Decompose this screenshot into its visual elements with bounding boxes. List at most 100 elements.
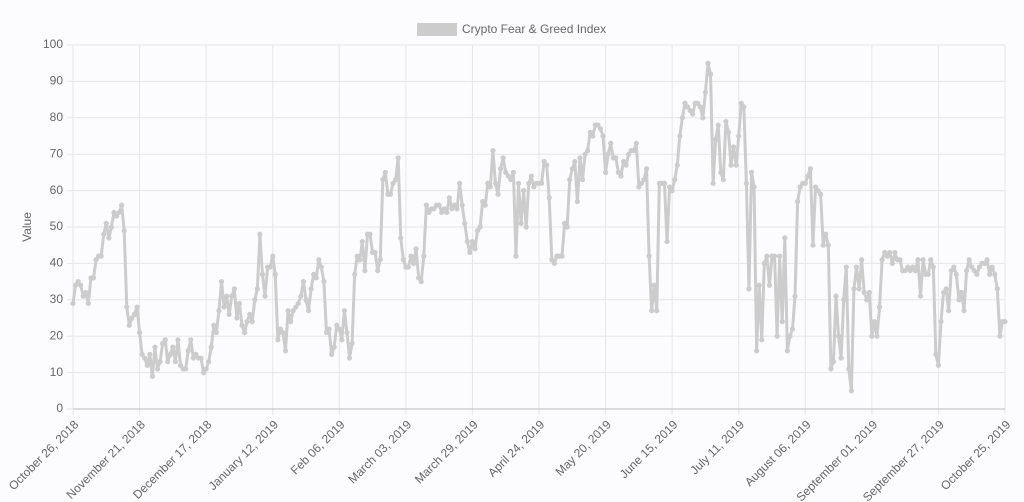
data-point [395, 155, 401, 161]
data-point [252, 297, 258, 303]
data-point [139, 351, 145, 357]
data-point [436, 202, 442, 208]
data-point [505, 173, 511, 179]
data-point [131, 311, 138, 317]
data-point [754, 348, 760, 354]
data-point [567, 177, 573, 183]
data-point [815, 188, 821, 194]
data-point [631, 147, 637, 154]
data-point [766, 282, 773, 288]
data-point [838, 355, 844, 361]
data-point [830, 359, 837, 365]
data-point [697, 104, 703, 110]
data-point [503, 169, 509, 175]
data-point [119, 202, 125, 208]
data-point [820, 242, 826, 248]
data-point [259, 271, 266, 277]
data-point [349, 340, 355, 347]
data-point [313, 275, 319, 281]
legend-swatch[interactable] [417, 23, 457, 36]
data-point [485, 180, 491, 186]
data-point [500, 155, 506, 161]
data-point [162, 337, 168, 343]
data-point [976, 264, 982, 270]
data-point [736, 133, 742, 139]
data-point [981, 260, 988, 266]
data-point [375, 268, 381, 274]
data-point [943, 286, 949, 292]
data-point [216, 308, 222, 314]
data-point [136, 329, 143, 336]
data-point [902, 268, 908, 274]
data-point [562, 220, 568, 226]
legend-label[interactable]: Crypto Fear & Greed Index [462, 22, 606, 36]
data-point [953, 271, 959, 277]
data-point [879, 257, 885, 263]
data-point [344, 329, 350, 336]
data-point [513, 253, 519, 259]
data-point [713, 137, 719, 143]
data-point [738, 100, 744, 106]
data-point [157, 359, 163, 365]
data-point [792, 293, 798, 299]
data-point [613, 155, 619, 161]
data-point [948, 268, 954, 274]
data-point [579, 177, 586, 183]
data-point [700, 115, 706, 121]
data-point [620, 158, 627, 165]
data-point [777, 253, 783, 259]
data-point [331, 344, 337, 350]
data-point [574, 198, 581, 205]
data-point [771, 253, 778, 259]
data-point [912, 268, 918, 274]
data-point [549, 257, 555, 263]
data-point [469, 238, 476, 245]
data-point [352, 271, 358, 277]
data-point [884, 253, 890, 259]
data-point [853, 264, 860, 270]
data-point [285, 308, 291, 314]
data-point [605, 151, 611, 157]
data-point [515, 180, 522, 186]
y-tick-label: 50 [50, 219, 64, 233]
data-point [684, 104, 691, 110]
data-point [833, 293, 839, 299]
data-point [165, 359, 171, 365]
data-point [213, 329, 219, 336]
data-point [984, 257, 990, 263]
data-point [523, 224, 529, 230]
data-point [577, 155, 583, 161]
data-point [254, 286, 260, 292]
data-point [669, 188, 675, 194]
data-point [969, 264, 975, 270]
data-point [933, 351, 939, 357]
data-point [206, 359, 212, 365]
data-point [802, 180, 808, 186]
data-point [638, 180, 645, 186]
data-point [188, 337, 194, 343]
data-point [341, 308, 348, 314]
data-point [106, 235, 112, 241]
data-point [80, 293, 86, 299]
y-tick-label: 60 [50, 183, 64, 197]
data-point [710, 180, 716, 186]
data-point [958, 289, 965, 296]
data-point [293, 304, 299, 310]
data-point [887, 249, 893, 256]
data-point [725, 129, 732, 135]
data-point [408, 253, 414, 259]
data-point [789, 326, 796, 332]
data-point [649, 308, 655, 314]
data-point [618, 173, 624, 179]
data-point [474, 228, 481, 234]
data-point [654, 308, 660, 314]
data-point [718, 169, 724, 175]
data-point [805, 173, 811, 179]
data-point [636, 184, 642, 190]
data-point [666, 184, 673, 190]
data-point [956, 297, 962, 303]
data-point [526, 180, 532, 186]
data-point [390, 180, 396, 186]
data-point [467, 249, 473, 256]
data-point [761, 260, 767, 266]
